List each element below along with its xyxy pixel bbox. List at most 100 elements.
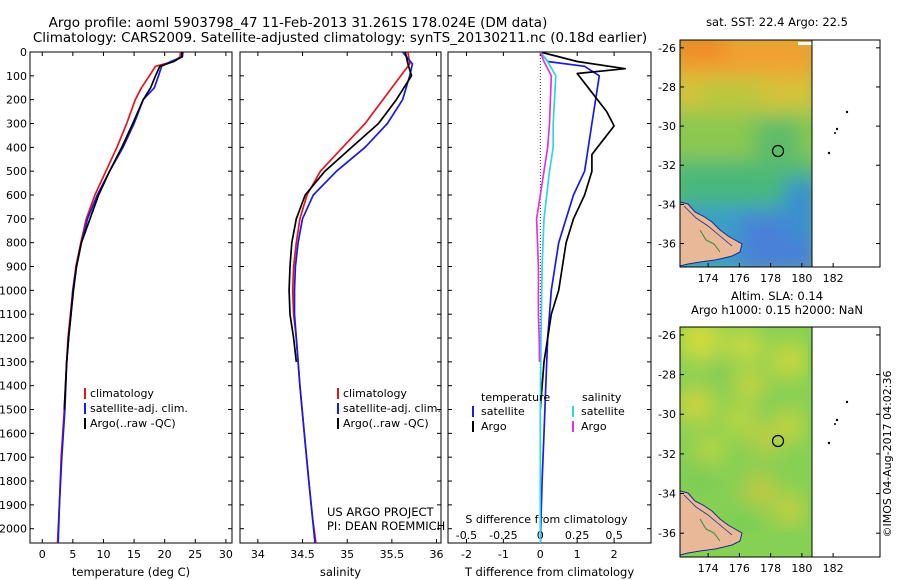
- difference-series-2: [539, 51, 557, 543]
- temperature-xtick-label: 5: [69, 548, 76, 561]
- temperature-series-2: [63, 52, 183, 410]
- difference-xlabel: T difference from climatology: [464, 565, 635, 579]
- sst-map-xtick-label: 174: [698, 272, 719, 285]
- salinity-series-2: [288, 51, 413, 362]
- salinity-xtick-label: 35: [340, 548, 354, 561]
- temperature-legend-label: satellite-adj. clim.: [90, 402, 188, 415]
- depth-tick-label: 700: [6, 213, 27, 226]
- difference-legend-label: Argo: [581, 420, 607, 433]
- difference-s-tick-label: -0.25: [489, 529, 517, 542]
- salinity-legend-label: Argo(..raw -QC): [343, 417, 429, 430]
- difference-s-label: S difference from climatology: [465, 513, 628, 526]
- sst-argo-marker: [771, 144, 785, 158]
- sla-map-axes: 174 176 178 180 182 -26 -28 -30 -32 -34 -36: [658, 326, 881, 575]
- depth-tick-label: 1100: [0, 308, 27, 321]
- depth-tick-label: 1500: [0, 404, 27, 417]
- sla-map-xtick-label: 182: [823, 562, 844, 575]
- temperature-xtick-label: 25: [188, 548, 202, 561]
- depth-tick-label: 400: [6, 141, 27, 154]
- temperature-series-1: [57, 51, 184, 544]
- sst-map-ytick-label: -26: [658, 42, 676, 55]
- sla-map-ytick-label: -26: [658, 329, 676, 342]
- sla-map-xtick-label: 180: [791, 562, 812, 575]
- depth-tick-label: 1200: [0, 332, 27, 345]
- depth-tick-label: 500: [6, 165, 27, 178]
- difference-series-0: [539, 51, 601, 544]
- sst-map-xtick-label: 180: [791, 272, 812, 285]
- difference-legend-label: satellite: [581, 405, 625, 418]
- depth-tick-label: 200: [6, 94, 27, 107]
- salinity-xlabel: salinity: [320, 565, 361, 579]
- salinity-series-0: [291, 51, 411, 544]
- depth-tick-label: 1800: [0, 475, 27, 488]
- depth-tick-label: 1000: [0, 284, 27, 297]
- depth-tick-label: 1300: [0, 356, 27, 369]
- header-line-1: Argo profile: aoml 5903798_47 11-Feb-201…: [49, 15, 548, 31]
- difference-series-3: [535, 51, 553, 362]
- sla-map-ytick-label: -36: [658, 527, 676, 540]
- temperature-xtick-label: 10: [96, 548, 110, 561]
- sst-map-ytick-label: -28: [658, 81, 676, 94]
- temperature-xtick-label: 20: [158, 548, 172, 561]
- credit-line-1: US ARGO PROJECT: [327, 505, 435, 519]
- sst-map-ytick-label: -32: [658, 159, 676, 172]
- depth-tick-label: 300: [6, 118, 27, 131]
- sla-map-subtitle: Argo h1000: 0.15 h2000: NaN: [691, 303, 863, 317]
- temperature-xlabel: temperature (deg C): [72, 565, 190, 579]
- temperature-series-0: [56, 51, 182, 544]
- depth-tick-label: 900: [6, 261, 27, 274]
- temperature-xtick-label: 0: [39, 548, 46, 561]
- difference-xtick-label: 2: [611, 548, 618, 561]
- salinity-panel: 34 34.5 35 35.5 36 salinity climatology satelli…: [239, 51, 444, 579]
- salinity-plot-frame: [239, 51, 442, 544]
- sla-map-ytick-label: -28: [658, 369, 676, 382]
- sla-islands: [827, 400, 849, 445]
- difference-xtick-label: 0: [537, 548, 544, 561]
- difference-panel: -2 -1 0 1 2 T difference from climatology S di…: [447, 51, 652, 579]
- sla-map-ytick-label: -32: [658, 448, 676, 461]
- sla-map-title: Altim. SLA: 0.14: [731, 289, 823, 303]
- sla-map-xtick-label: 178: [760, 562, 781, 575]
- difference-xtick-label: 1: [574, 548, 581, 561]
- sst-map-xtick-label: 178: [760, 272, 781, 285]
- depth-tick-label: 2000: [0, 523, 27, 536]
- sst-map-ytick-label: -34: [658, 198, 676, 211]
- salinity-legend-label: satellite-adj. clim.: [343, 402, 441, 415]
- difference-s-tick-label: -0.5: [456, 529, 477, 542]
- sla-map-image: [680, 327, 812, 557]
- difference-xtick-label: -2: [461, 548, 472, 561]
- salinity-xtick-label: 34: [251, 548, 265, 561]
- temperature-legend-label: Argo(..raw -QC): [90, 417, 176, 430]
- difference-legend-header-salinity: salinity: [582, 391, 622, 404]
- sst-map-title: sat. SST: 22.4 Argo: 22.5: [706, 15, 848, 29]
- credit-line-2: PI: DEAN ROEMMICH: [327, 519, 445, 533]
- sst-map-xtick-label: 176: [729, 272, 750, 285]
- salinity-legend-label: climatology: [343, 387, 407, 400]
- temperature-plot-frame: [29, 51, 233, 544]
- sla-argo-marker: [771, 434, 785, 448]
- difference-s-tick-label: 0.5: [605, 529, 623, 542]
- sla-map-ytick-label: -30: [658, 408, 676, 421]
- sla-map-ytick-label: -34: [658, 488, 676, 501]
- temperature-panel: 0100200300400500600700800900100011001200…: [0, 46, 233, 579]
- sst-map-image: [680, 40, 812, 267]
- depth-tick-label: 100: [6, 70, 27, 83]
- salinity-series-1: [293, 51, 414, 544]
- depth-tick-label: 1900: [0, 499, 27, 512]
- sla-map-outer-frame: [679, 326, 881, 558]
- sst-map-outer-frame: [679, 39, 881, 268]
- sst-islands: [827, 110, 849, 155]
- sst-map-ytick-label: -30: [658, 120, 676, 133]
- salinity-xtick-label: 36: [430, 548, 444, 561]
- difference-legend-header-temperature: temperature: [481, 391, 550, 404]
- difference-xtick-label: -1: [498, 548, 509, 561]
- depth-tick-label: 0: [20, 46, 27, 59]
- difference-plot-frame: [447, 51, 652, 544]
- temperature-xtick-label: 30: [219, 548, 233, 561]
- difference-legend-label: Argo: [481, 420, 507, 433]
- sst-map-ytick-label: -36: [658, 238, 676, 251]
- difference-series-1: [539, 51, 627, 410]
- depth-tick-label: 600: [6, 189, 27, 202]
- header-line-2: Climatology: CARS2009. Satellite-adjuste…: [33, 30, 647, 46]
